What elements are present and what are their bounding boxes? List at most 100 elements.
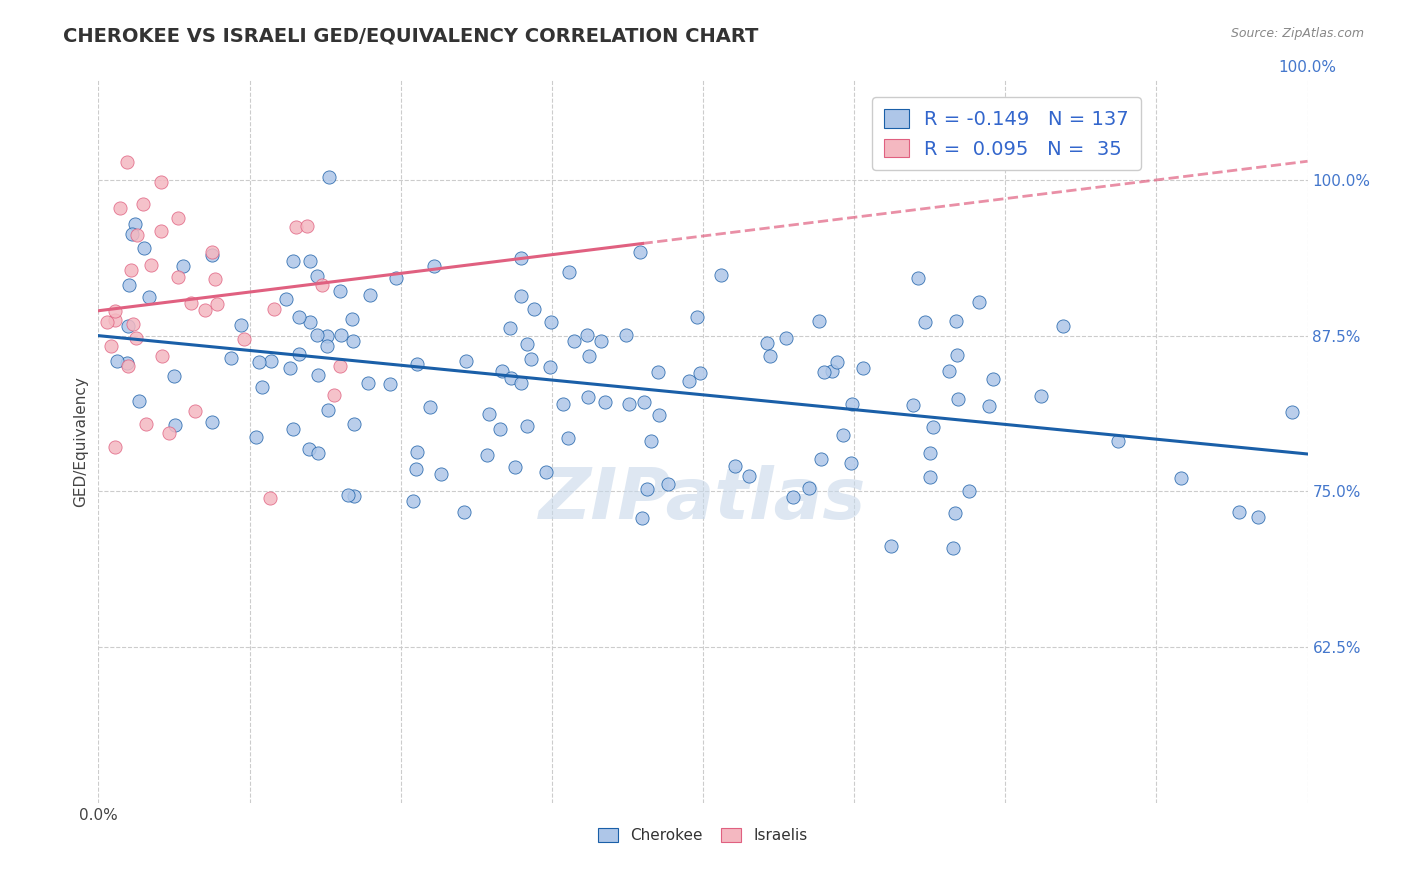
Point [330,328,353,343]
Point [316,402,339,417]
Point [534,466,557,480]
Point [477,448,499,462]
Point [921,419,943,434]
Point [678,374,700,388]
Y-axis label: GED/Equivalency: GED/Equivalency [73,376,89,507]
Point [402,494,425,508]
Point [810,452,832,467]
Point [510,289,533,303]
Point [756,336,779,351]
Point [510,251,533,265]
Point [285,219,308,234]
Point [229,318,252,333]
Point [686,310,709,324]
Point [551,397,574,411]
Point [135,417,157,431]
Point [1227,505,1250,519]
Point [1052,319,1074,334]
Point [841,397,863,411]
Point [914,315,936,329]
Point [233,332,256,346]
Point [825,355,848,369]
Point [329,359,352,373]
Point [281,422,304,436]
Point [329,284,352,298]
Point [298,253,321,268]
Point [307,446,329,460]
Point [340,312,363,326]
Point [1170,471,1192,485]
Point [124,331,146,345]
Point [380,377,402,392]
Point [405,462,427,476]
Point [979,400,1001,414]
Point [636,483,658,497]
Point [647,365,669,379]
Point [311,278,333,293]
Point [323,388,346,402]
Point [100,339,122,353]
Point [946,392,969,406]
Point [139,258,162,272]
Point [558,264,581,278]
Point [454,354,477,368]
Point [943,506,966,520]
Point [201,415,224,429]
Point [419,401,441,415]
Point [134,241,156,255]
Legend: Cherokee, Israelis: Cherokee, Israelis [592,822,814,849]
Point [689,366,711,380]
Point [307,268,329,283]
Point [516,418,538,433]
Point [104,304,127,318]
Point [523,301,546,316]
Point [287,346,309,360]
Text: Source: ZipAtlas.com: Source: ZipAtlas.com [1230,27,1364,40]
Point [150,350,173,364]
Point [903,398,925,412]
Point [132,197,155,211]
Point [499,321,522,335]
Point [343,489,366,503]
Point [557,431,579,445]
Point [180,296,202,310]
Point [205,297,228,311]
Point [575,328,598,343]
Point [118,277,141,292]
Point [166,211,188,226]
Point [288,310,311,324]
Point [406,445,429,459]
Point [499,371,522,385]
Point [1031,389,1053,403]
Point [204,272,226,286]
Point [163,417,186,432]
Point [578,349,600,363]
Point [593,395,616,409]
Point [614,327,637,342]
Point [307,328,329,343]
Text: CHEROKEE VS ISRAELI GED/EQUIVALENCY CORRELATION CHART: CHEROKEE VS ISRAELI GED/EQUIVALENCY CORR… [63,27,759,45]
Point [628,244,651,259]
Point [540,315,562,329]
Point [385,271,408,285]
Point [336,488,359,502]
Point [260,354,283,368]
Point [489,422,512,436]
Point [200,245,222,260]
Point [295,219,318,233]
Point [981,372,1004,386]
Point [945,314,967,328]
Point [201,248,224,262]
Point [359,288,381,302]
Point [640,434,662,449]
Point [298,442,321,456]
Point [184,404,207,418]
Point [307,368,329,383]
Point [249,355,271,369]
Point [813,365,835,379]
Point [957,483,980,498]
Point [907,271,929,285]
Point [276,292,298,306]
Point [194,302,217,317]
Point [738,469,761,483]
